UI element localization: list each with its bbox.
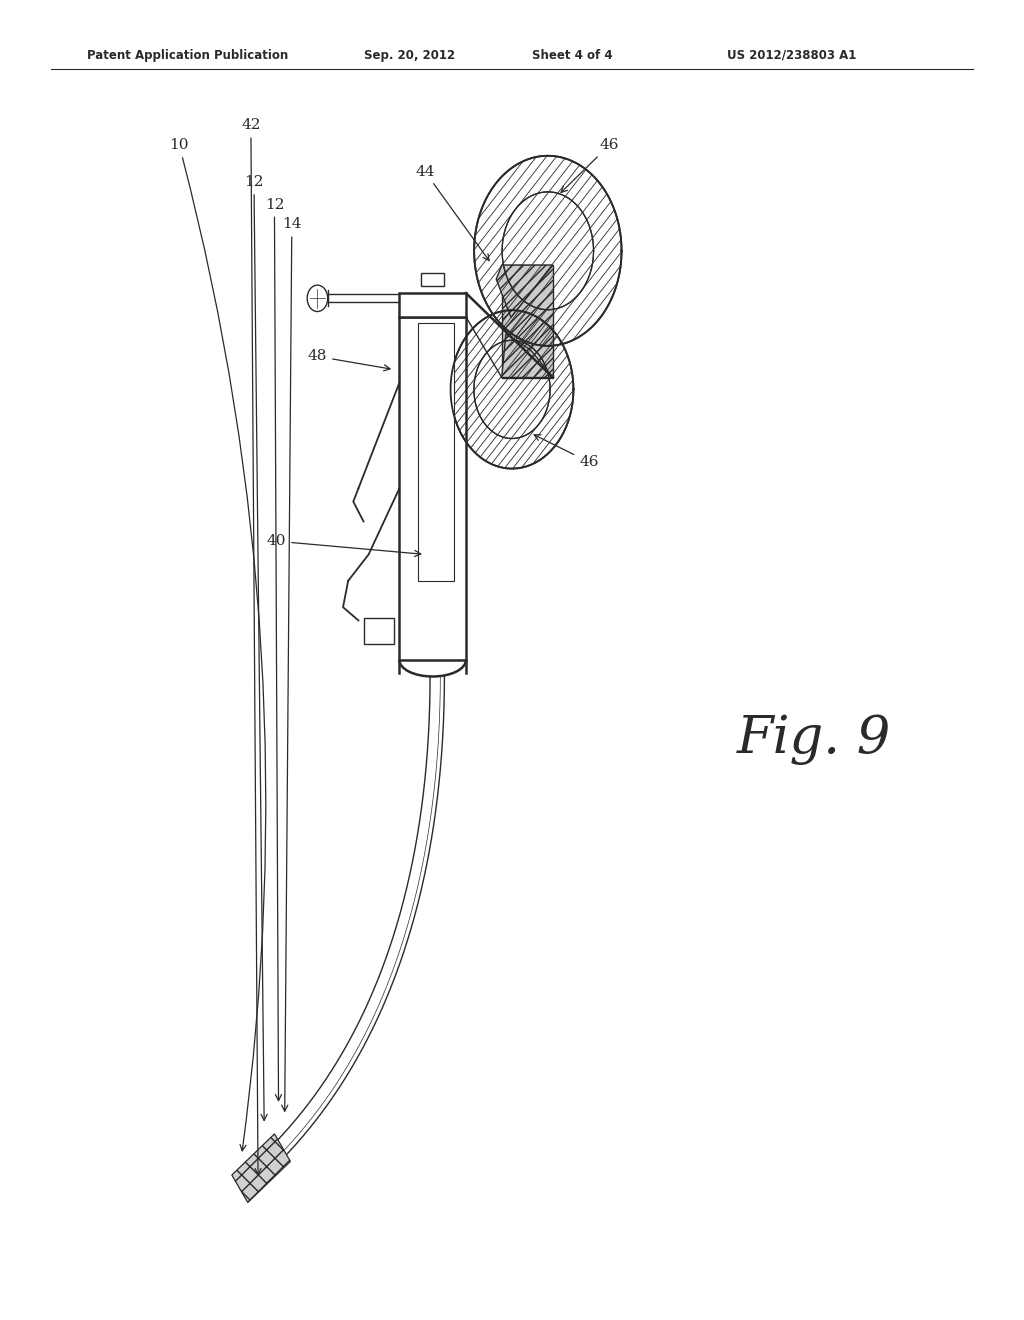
Text: 48: 48 [308,350,390,371]
Polygon shape [364,618,394,644]
Text: 40: 40 [266,535,421,557]
Polygon shape [502,265,553,378]
Polygon shape [418,323,454,581]
Polygon shape [497,265,553,317]
Polygon shape [399,317,466,660]
Text: 12: 12 [264,198,285,1101]
Text: 46: 46 [561,139,620,193]
Text: 14: 14 [282,218,302,1111]
Text: Sep. 20, 2012: Sep. 20, 2012 [364,49,455,62]
Text: 12: 12 [244,176,267,1121]
Text: 42: 42 [241,119,261,1175]
Text: Sheet 4 of 4: Sheet 4 of 4 [532,49,613,62]
Circle shape [307,285,328,312]
Polygon shape [399,293,466,317]
Text: US 2012/238803 A1: US 2012/238803 A1 [727,49,856,62]
Text: 46: 46 [535,434,599,469]
Polygon shape [502,334,553,378]
Text: Fig. 9: Fig. 9 [737,714,892,764]
Text: 10: 10 [169,139,266,1151]
Polygon shape [231,1134,291,1203]
Polygon shape [422,273,444,286]
Text: Patent Application Publication: Patent Application Publication [87,49,289,62]
Text: 44: 44 [415,165,489,260]
